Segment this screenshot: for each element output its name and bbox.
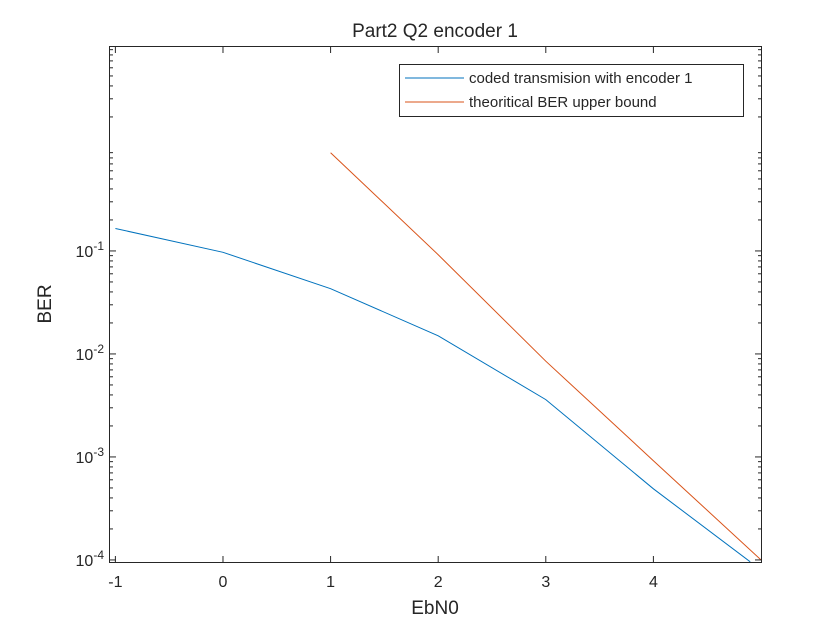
plot-area: [109, 46, 762, 563]
chart-title: Part2 Q2 encoder 1: [352, 21, 518, 42]
y-tick-label: 10-3: [76, 445, 105, 467]
x-tick-label: 1: [326, 574, 335, 591]
x-tick-label: 4: [649, 574, 658, 591]
legend-label-coded: coded transmision with encoder 1: [469, 70, 692, 87]
y-axis-label: BER: [35, 284, 56, 323]
legend: coded transmision with encoder 1 theorit…: [399, 64, 744, 117]
x-axis-label: EbN0: [411, 598, 459, 619]
legend-label-bound: theoritical BER upper bound: [469, 94, 657, 111]
y-tick-label: 10-4: [76, 548, 105, 570]
x-tick-label: 3: [541, 574, 550, 591]
legend-box: [399, 64, 744, 117]
series-line-bound: [330, 152, 761, 561]
series-line-coded: [115, 228, 751, 562]
x-tick-label: -1: [108, 574, 122, 591]
axes-layer: -1 0 1 2 3 4 10-1 10-2 10-3 10-4: [76, 47, 761, 591]
series-layer: [115, 152, 761, 562]
y-tick-label: 10-2: [76, 342, 105, 364]
x-tick-label: 0: [219, 574, 228, 591]
y-tick-label: 10-1: [76, 239, 105, 261]
x-tick-label: 2: [434, 574, 443, 591]
